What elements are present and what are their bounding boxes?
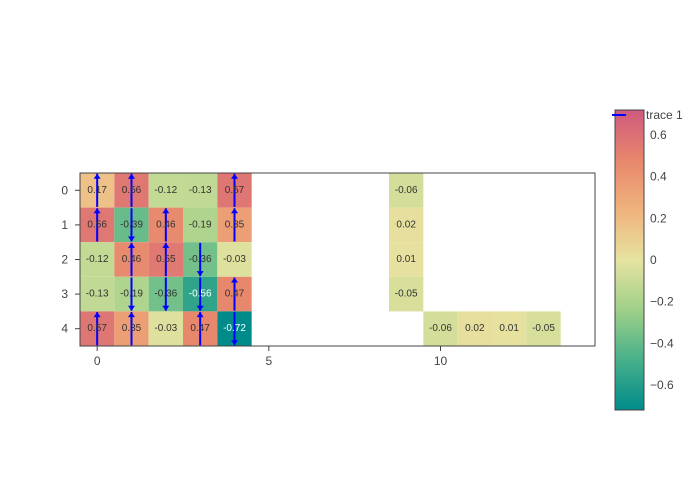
x-tick-label: 0	[94, 354, 101, 368]
y-tick-label: 1	[61, 218, 68, 232]
heatmap-cell[interactable]	[526, 311, 561, 346]
cell-value-label: 0.17	[87, 185, 107, 196]
vector-arrow	[128, 277, 135, 311]
vector-arrow	[231, 208, 238, 242]
vector-arrows	[93, 173, 238, 346]
colorbar-tick-label: −0.2	[650, 295, 674, 309]
heatmap-cell[interactable]	[183, 207, 218, 243]
cell-value-label: -0.39	[120, 219, 143, 230]
vector-arrow	[128, 242, 135, 277]
colorbar-tick-label: 0	[650, 253, 657, 267]
cell-value-label: 0.35	[122, 323, 142, 334]
heatmap-cell[interactable]	[148, 311, 183, 346]
legend[interactable]: trace 1	[612, 108, 683, 122]
vector-arrow	[196, 277, 204, 311]
cell-value-label: 0.56	[122, 185, 142, 196]
vector-arrow	[128, 208, 135, 242]
cell-value-label: -0.12	[154, 185, 177, 196]
heatmap-cell[interactable]	[80, 276, 115, 312]
heatmap-cell[interactable]	[423, 311, 458, 346]
cell-value-label: -0.12	[86, 254, 109, 265]
cell-value-label: 0.35	[225, 219, 245, 230]
cell-value-label: 0.47	[190, 323, 210, 334]
cell-value-label: -0.05	[395, 289, 418, 300]
cell-value-label: 0.46	[156, 219, 176, 230]
heatmap-cell[interactable]	[80, 242, 115, 277]
vector-arrow	[93, 312, 101, 346]
vector-arrow	[128, 312, 135, 346]
y-tick-label: 3	[61, 287, 68, 301]
y-tick-label: 0	[61, 183, 68, 197]
vector-arrow	[196, 312, 204, 346]
heatmap-cell[interactable]	[492, 311, 527, 346]
heatmap-cell[interactable]	[389, 173, 424, 208]
cell-value-label: 0.57	[225, 185, 245, 196]
cell-value-label: -0.56	[189, 289, 212, 300]
cell-value-label: -0.19	[120, 289, 143, 300]
cell-value-label: -0.03	[223, 254, 246, 265]
cell-value-label: 0.46	[122, 254, 142, 265]
cell-value-label: -0.72	[223, 323, 246, 334]
cell-value-label: -0.36	[189, 254, 212, 265]
heatmap-cell[interactable]	[389, 207, 424, 243]
heatmap-cell[interactable]	[389, 276, 424, 312]
vector-arrow	[93, 208, 101, 242]
x-tick-label: 10	[434, 354, 448, 368]
colorbar-tick-label: −0.6	[650, 378, 674, 392]
vector-arrow	[162, 208, 170, 242]
vector-arrow	[128, 173, 135, 207]
vector-arrow	[162, 277, 170, 311]
vector-arrow	[162, 242, 170, 277]
legend-entry-label[interactable]: trace 1	[646, 108, 683, 122]
cell-value-label: 0.57	[87, 323, 107, 334]
cell-value-label: 0.01	[396, 254, 416, 265]
cell-value-label: -0.13	[86, 289, 109, 300]
colorbar-tick-label: 0.6	[650, 128, 667, 142]
cell-value-label: -0.36	[154, 289, 177, 300]
vector-arrow	[231, 173, 238, 207]
y-tick-label: 2	[61, 253, 68, 267]
heatmap-cell[interactable]	[217, 242, 252, 277]
axes: 0 5 10 0 1 2 3 4	[61, 172, 596, 368]
colorbar[interactable]: 0.6 0.4 0.2 0 −0.2 −0.4 −0.6	[614, 109, 674, 411]
cell-value-label: 0.47	[225, 289, 245, 300]
heatmap-cell[interactable]	[457, 311, 492, 346]
y-tick-label: 4	[61, 322, 68, 336]
cell-labels: 0.17 0.56 -0.12 -0.13 0.57 0.56 -0.39 0.46 -0.19…	[86, 185, 556, 334]
cell-value-label: 0.56	[87, 219, 107, 230]
colorbar-gradient[interactable]	[614, 109, 645, 411]
cell-value-label: 0.55	[156, 254, 176, 265]
cell-value-label: 0.01	[499, 323, 519, 334]
cell-value-label: 0.02	[396, 219, 416, 230]
vector-arrow	[231, 312, 238, 346]
colorbar-tick-label: 0.2	[650, 211, 667, 225]
cell-value-label: -0.06	[395, 185, 418, 196]
heatmap-cell[interactable]	[389, 242, 424, 277]
cell-value-label: -0.06	[429, 323, 452, 334]
cell-value-label: -0.03	[154, 323, 177, 334]
cell-value-label: -0.13	[189, 185, 212, 196]
colorbar-tick-label: 0.4	[650, 170, 667, 184]
heatmap-cell[interactable]	[183, 173, 218, 208]
vector-arrow	[196, 242, 204, 277]
vector-arrow	[231, 277, 238, 311]
vector-arrow	[93, 173, 101, 207]
heatmap-cell[interactable]	[148, 173, 183, 208]
x-tick-label: 5	[265, 354, 272, 368]
colorbar-tick-label: −0.4	[650, 336, 674, 350]
cell-value-label: -0.19	[189, 219, 212, 230]
cell-value-label: 0.02	[465, 323, 485, 334]
cell-value-label: -0.05	[532, 323, 555, 334]
